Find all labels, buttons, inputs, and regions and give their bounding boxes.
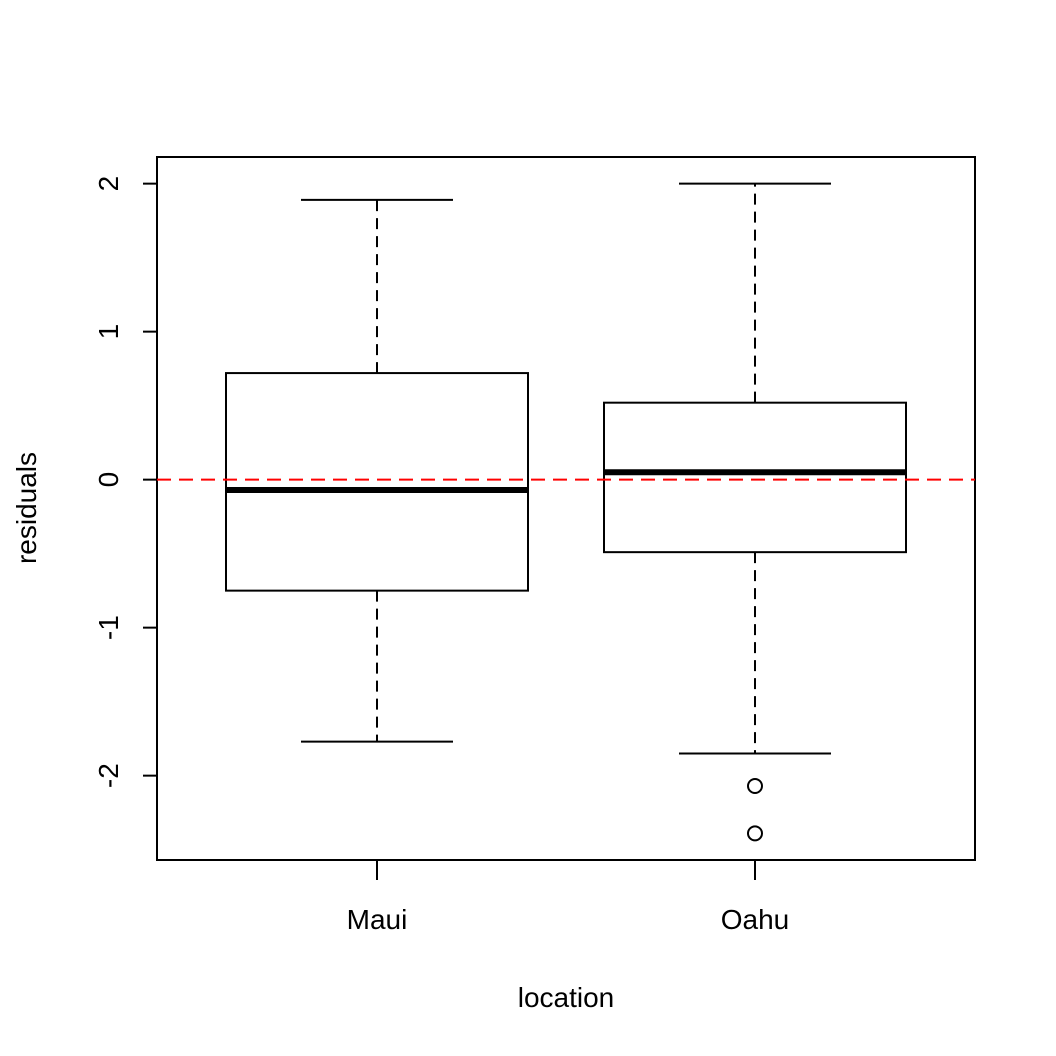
box-oahu bbox=[603, 182, 907, 842]
outlier-point bbox=[747, 778, 763, 794]
boxes bbox=[225, 182, 907, 842]
y-axis: -2 -1 0 1 2 bbox=[93, 176, 157, 788]
x-axis-title: location bbox=[518, 982, 615, 1013]
y-tick-label: -1 bbox=[93, 615, 124, 640]
plot-frame bbox=[156, 156, 976, 861]
outlier-point bbox=[747, 825, 763, 842]
y-tick-label: 1 bbox=[93, 324, 124, 340]
x-category-label: Oahu bbox=[721, 904, 790, 935]
y-tick-label: -2 bbox=[93, 763, 124, 788]
y-axis-title: residuals bbox=[11, 452, 42, 564]
iqr-box bbox=[225, 372, 529, 592]
iqr-box bbox=[603, 401, 907, 554]
box-maui bbox=[225, 198, 529, 743]
y-tick-label: 0 bbox=[93, 472, 124, 488]
x-category-label: Maui bbox=[347, 904, 408, 935]
y-tick-label: 2 bbox=[93, 176, 124, 192]
x-axis: Maui Oahu bbox=[347, 860, 790, 935]
